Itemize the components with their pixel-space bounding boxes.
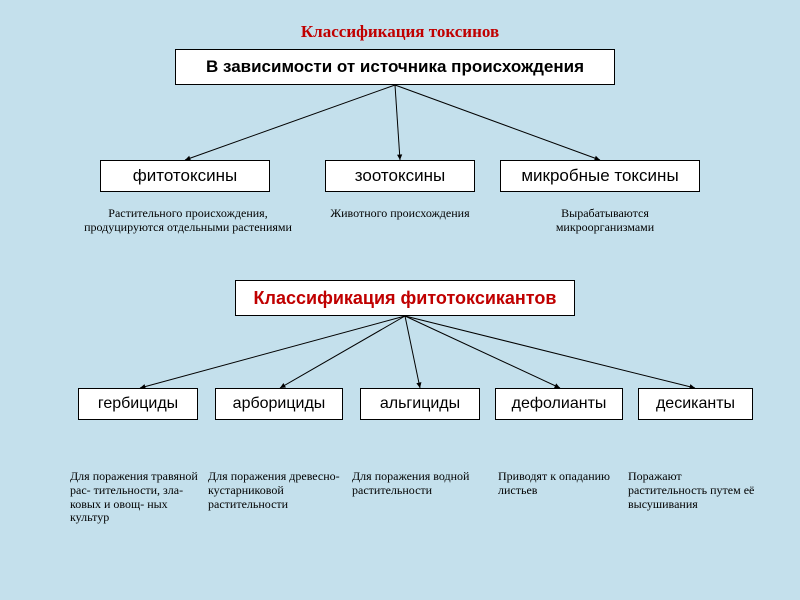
d2-desc-1: Для поражения древесно- кустарниковой ра… bbox=[208, 470, 340, 511]
d2-child-1: арборициды bbox=[215, 388, 343, 420]
d2-desc-2: Для поражения водной растительности bbox=[352, 470, 480, 498]
d2-child-3: дефолианты bbox=[495, 388, 623, 420]
d2-child-4: десиканты bbox=[638, 388, 753, 420]
d2-desc-3: Приводят к опаданию листьев bbox=[498, 470, 616, 498]
d2-child-2: альгициды bbox=[360, 388, 480, 420]
d1-desc-2: Вырабатываются микроорганизмами bbox=[530, 207, 680, 235]
d2-child-0: гербициды bbox=[78, 388, 198, 420]
d1-child-2: микробные токсины bbox=[500, 160, 700, 192]
title-1: Классификация токсинов bbox=[0, 22, 800, 42]
d1-desc-1: Животного происхождения bbox=[330, 207, 470, 221]
d1-child-1: зоотоксины bbox=[325, 160, 475, 192]
d2-desc-0: Для поражения травяной рас- тительности,… bbox=[70, 470, 200, 525]
d1-child-0: фитотоксины bbox=[100, 160, 270, 192]
d2-desc-4: Поражают растительность путем её высушив… bbox=[628, 470, 758, 511]
title-box-2: Классификация фитотоксикантов bbox=[235, 280, 575, 316]
d1-desc-0: Растительного происхождения, продуцируют… bbox=[83, 207, 293, 235]
root-box-1: В зависимости от источника происхождения bbox=[175, 49, 615, 85]
